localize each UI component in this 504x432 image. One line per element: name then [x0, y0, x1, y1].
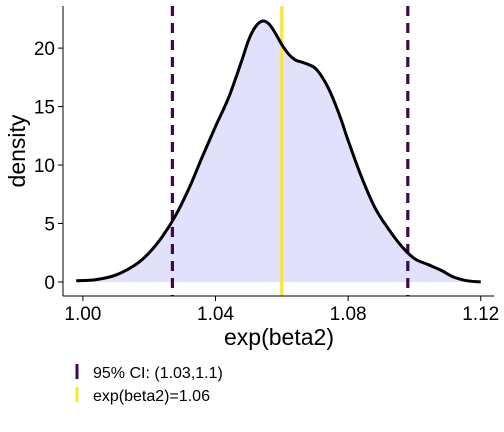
plot-area	[76, 6, 481, 296]
legend: 95% CI: (1.03,1.1) exp(beta2)=1.06	[75, 364, 223, 405]
density-curve	[76, 19, 481, 284]
x-tick-label: 1.08	[330, 304, 367, 325]
y-tick-label: 10	[34, 156, 55, 177]
y-tick-label: 15	[34, 98, 55, 119]
y-tick-label: 20	[34, 39, 55, 60]
x-tick-label: 1.12	[462, 304, 499, 325]
density-area	[76, 21, 481, 282]
y-ticks: 0 5 10 15 20	[34, 39, 63, 294]
legend-label-ci: 95% CI: (1.03,1.1)	[93, 365, 223, 382]
legend-label-estimate: exp(beta2)=1.06	[93, 388, 210, 405]
axes	[62, 6, 494, 297]
y-axis-title: density	[4, 114, 30, 187]
y-tick-label: 0	[44, 273, 55, 294]
x-tick-label: 1.04	[197, 304, 234, 325]
y-tick-label: 5	[44, 215, 55, 236]
x-tick-label: 1.00	[64, 304, 101, 325]
x-ticks: 1.00 1.04 1.08 1.12	[64, 296, 499, 325]
x-axis-title: exp(beta2)	[224, 324, 334, 350]
